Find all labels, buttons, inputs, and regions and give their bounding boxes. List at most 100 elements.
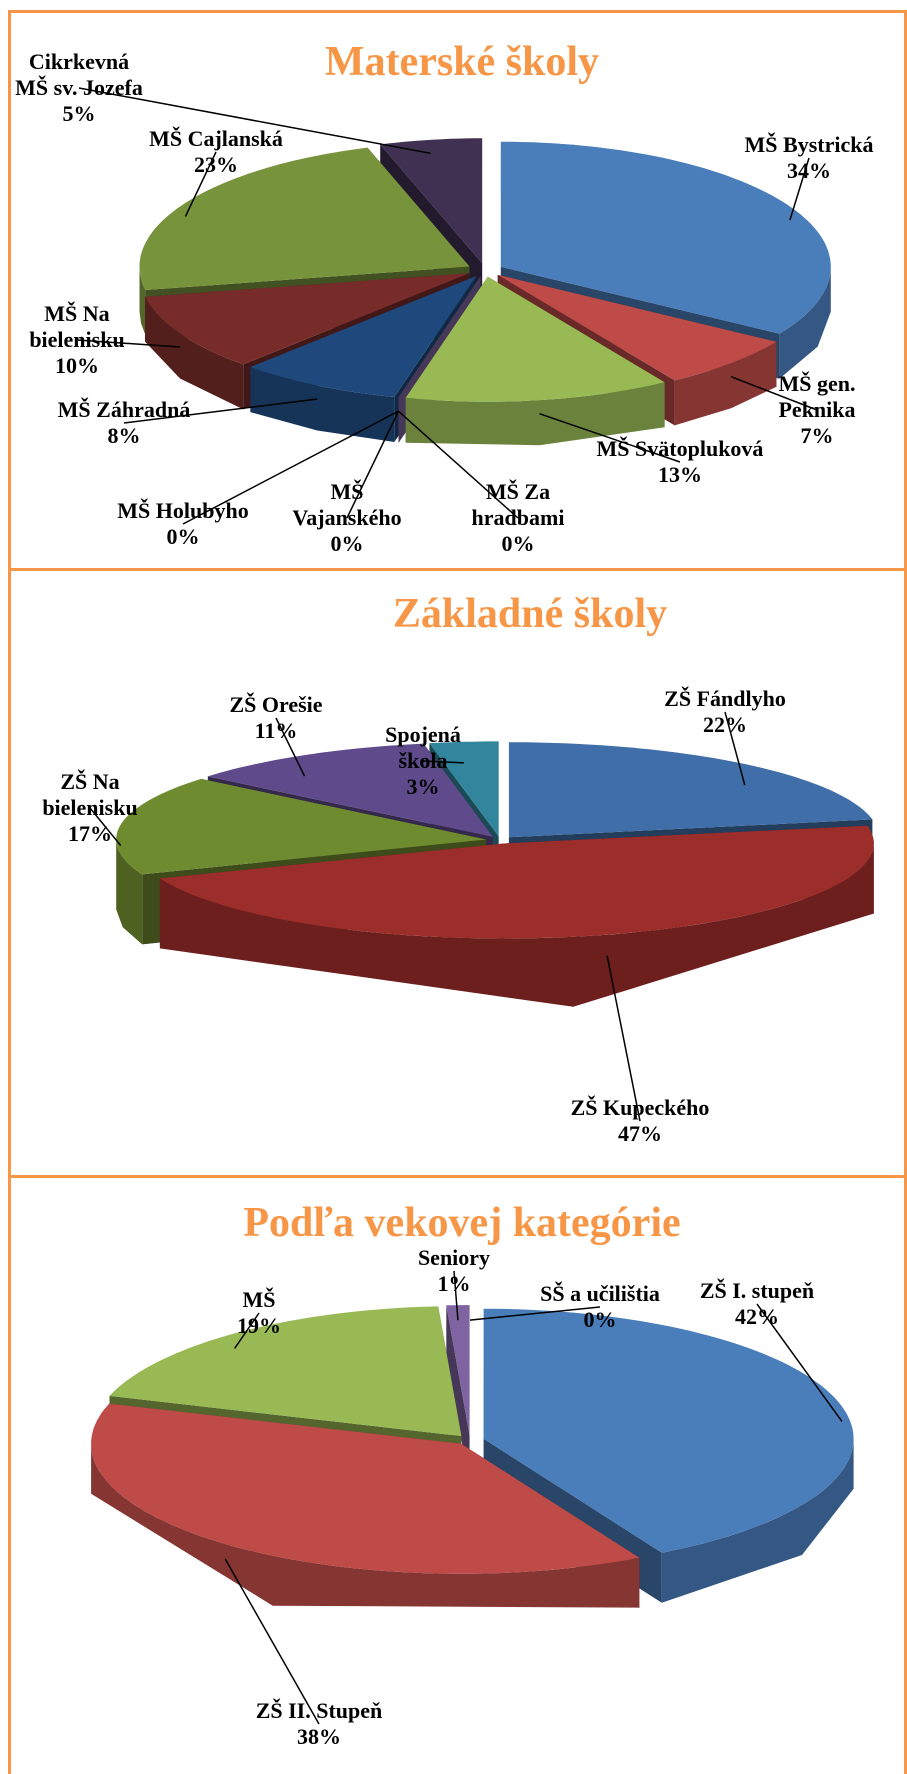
leader-line xyxy=(789,157,810,221)
data-label: ZŠ I. stupeň 42% xyxy=(667,1278,847,1330)
pie-slice-side xyxy=(139,266,146,335)
leader-line xyxy=(453,1270,459,1321)
value-label: 13% xyxy=(658,462,702,487)
leader-line xyxy=(234,1312,260,1349)
panel xyxy=(8,1175,907,1774)
pie-slice-side xyxy=(674,341,777,426)
pie-slice-side xyxy=(145,296,244,410)
category-label: MŠ Záhradná xyxy=(57,397,191,422)
data-label: ZŠ Na bielenisku 17% xyxy=(20,769,160,847)
leader-line xyxy=(346,410,400,519)
category-label: MŠ Svätopluková xyxy=(596,436,764,461)
pie-slice xyxy=(116,778,487,875)
leader-line xyxy=(89,807,122,847)
pie-slice xyxy=(139,147,470,290)
leader-line xyxy=(224,1558,320,1725)
category-label: Spojená škola xyxy=(385,722,461,773)
category-label: MŠ Holubyho xyxy=(117,498,249,523)
chart-title: Základné školy xyxy=(392,591,668,637)
value-label: 22% xyxy=(703,712,747,737)
panel xyxy=(8,10,907,568)
value-label: 34% xyxy=(787,158,831,183)
data-label: SŠ a učilištia 0% xyxy=(510,1281,690,1333)
data-label: MŠ Vajanského 0% xyxy=(282,479,412,557)
pie-slice-side xyxy=(779,266,831,379)
leader-line xyxy=(469,1306,601,1321)
value-label: 11% xyxy=(254,718,298,743)
category-label: ZŠ Orešie xyxy=(229,692,323,717)
pie-slice xyxy=(500,141,831,334)
leader-line xyxy=(539,412,681,463)
value-label: 47% xyxy=(618,1121,662,1146)
category-label: MŠ Cajlanská xyxy=(149,126,283,151)
value-label: 23% xyxy=(194,152,238,177)
data-label: ZŠ Orešie 11% xyxy=(206,692,346,744)
leader-line xyxy=(184,151,217,217)
value-label: 3% xyxy=(406,774,440,799)
category-label: MŠ Bystrická xyxy=(744,132,874,157)
value-label: 19% xyxy=(237,1313,281,1338)
leader-line xyxy=(422,760,464,764)
pie-slice-side xyxy=(250,367,395,442)
pie-slice xyxy=(380,138,483,264)
data-label: Seniory 1% xyxy=(399,1245,509,1297)
data-label: MŠ Svätopluková 13% xyxy=(595,436,765,488)
data-label: MŠ 19% xyxy=(219,1287,299,1339)
data-label: MŠ Holubyho 0% xyxy=(98,498,268,550)
pie-slice-side xyxy=(405,382,665,446)
category-label: MŠ Za hradbami xyxy=(471,479,565,530)
pie-slice xyxy=(405,276,665,402)
pie-slice-side xyxy=(116,839,143,945)
chart-title: Materské školy xyxy=(324,39,600,85)
data-label: ZŠ Kupeckého 47% xyxy=(560,1095,720,1147)
value-label: 10% xyxy=(55,353,99,378)
pie-slice xyxy=(483,1308,854,1553)
pie-slice xyxy=(250,275,477,397)
leader-line xyxy=(76,339,181,348)
category-label: ZŠ I. stupeň xyxy=(699,1278,815,1303)
pie-slice-side xyxy=(159,843,874,1007)
value-label: 1% xyxy=(437,1271,471,1296)
pie-slice xyxy=(446,1305,470,1436)
panel xyxy=(8,568,907,1175)
leader-line xyxy=(730,376,818,411)
pie-slice xyxy=(91,1403,640,1574)
value-label: 0% xyxy=(501,531,535,556)
value-label: 17% xyxy=(68,821,112,846)
pie-slice-side xyxy=(91,1443,640,1608)
value-label: 5% xyxy=(62,101,96,126)
category-label: MŠ Na bielenisku xyxy=(29,301,125,352)
value-label: 38% xyxy=(297,1724,341,1749)
leader-line xyxy=(182,410,399,525)
data-label: MŠ gen. Peknika 7% xyxy=(752,371,882,449)
chart-title: Podľa vekovej kategórie xyxy=(243,1200,681,1246)
leader-line xyxy=(756,1303,843,1422)
value-label: 0% xyxy=(166,524,200,549)
category-label: Cikrkevná MŠ sv. Jozefa xyxy=(15,49,143,100)
data-label: Cikrkevná MŠ sv. Jozefa 5% xyxy=(14,49,144,127)
category-label: Seniory xyxy=(417,1245,491,1270)
data-label: ZŠ II. Stupeň 38% xyxy=(254,1698,384,1750)
leader-line xyxy=(78,87,431,155)
pie-slice xyxy=(145,273,470,365)
value-label: 0% xyxy=(583,1307,617,1332)
pie-slice xyxy=(429,741,499,837)
data-label: MŠ Cajlanská 23% xyxy=(126,126,306,178)
category-label: ZŠ II. Stupeň xyxy=(255,1698,383,1723)
pie-slice xyxy=(159,825,874,939)
leader-line xyxy=(724,711,746,786)
pie-slice xyxy=(497,274,777,381)
leader-line xyxy=(606,955,641,1122)
data-label: MŠ Na bielenisku 10% xyxy=(7,301,147,379)
pie-slice xyxy=(508,742,873,838)
category-label: ZŠ Fándlyho xyxy=(664,686,786,711)
pie-slice-side xyxy=(446,1305,470,1486)
pie-slice-side xyxy=(661,1438,854,1603)
leader-line xyxy=(275,717,306,777)
data-label: MŠ Záhradná 8% xyxy=(34,397,214,449)
category-label: ZŠ Na bielenisku xyxy=(42,769,138,820)
pie-slice xyxy=(207,743,493,837)
leader-line xyxy=(123,398,318,424)
